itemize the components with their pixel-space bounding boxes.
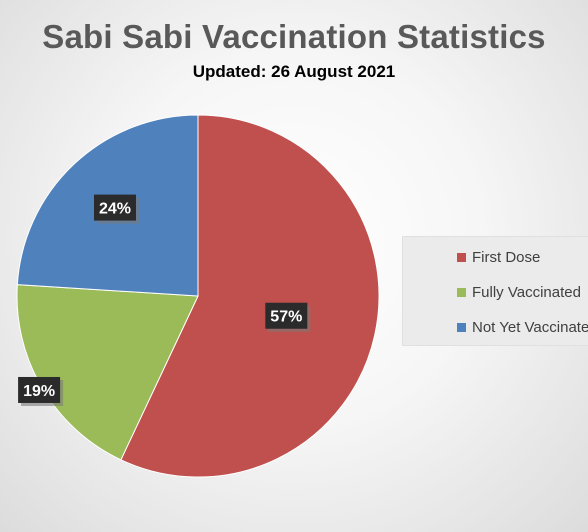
legend-item-first-dose: First Dose	[457, 247, 540, 267]
chart-subtitle: Updated: 26 August 2021	[192, 62, 396, 81]
legend-swatch-fully-vaccinated	[457, 287, 466, 297]
data-label-not-yet-vaccinated: 24%	[93, 194, 139, 224]
legend-item-not-yet-vaccinated: Not Yet Vaccinated	[457, 317, 588, 337]
legend-label-first-dose: First Dose	[472, 248, 541, 266]
data-label-text-not-yet-vaccinated: 24%	[99, 201, 131, 218]
data-label-text-first-dose: 57%	[270, 309, 302, 326]
data-label-text-fully-vaccinated: 19%	[23, 383, 55, 400]
legend-swatch-first-dose	[457, 252, 466, 262]
data-label-fully-vaccinated: 19%	[18, 376, 64, 406]
legend-swatch-not-yet-vaccinated	[457, 322, 466, 332]
legend-item-fully-vaccinated: Fully Vaccinated	[457, 282, 581, 302]
legend: First Dose Fully Vaccinated Not Yet Vacc…	[402, 236, 588, 346]
pie-slice-first-dose	[120, 114, 380, 478]
data-label-first-dose: 57%	[265, 302, 311, 332]
legend-label-not-yet-vaccinated: Not Yet Vaccinated	[472, 318, 588, 336]
chart-title: Sabi Sabi Vaccination Statistics	[42, 18, 546, 55]
legend-label-fully-vaccinated: Fully Vaccinated	[472, 283, 581, 301]
